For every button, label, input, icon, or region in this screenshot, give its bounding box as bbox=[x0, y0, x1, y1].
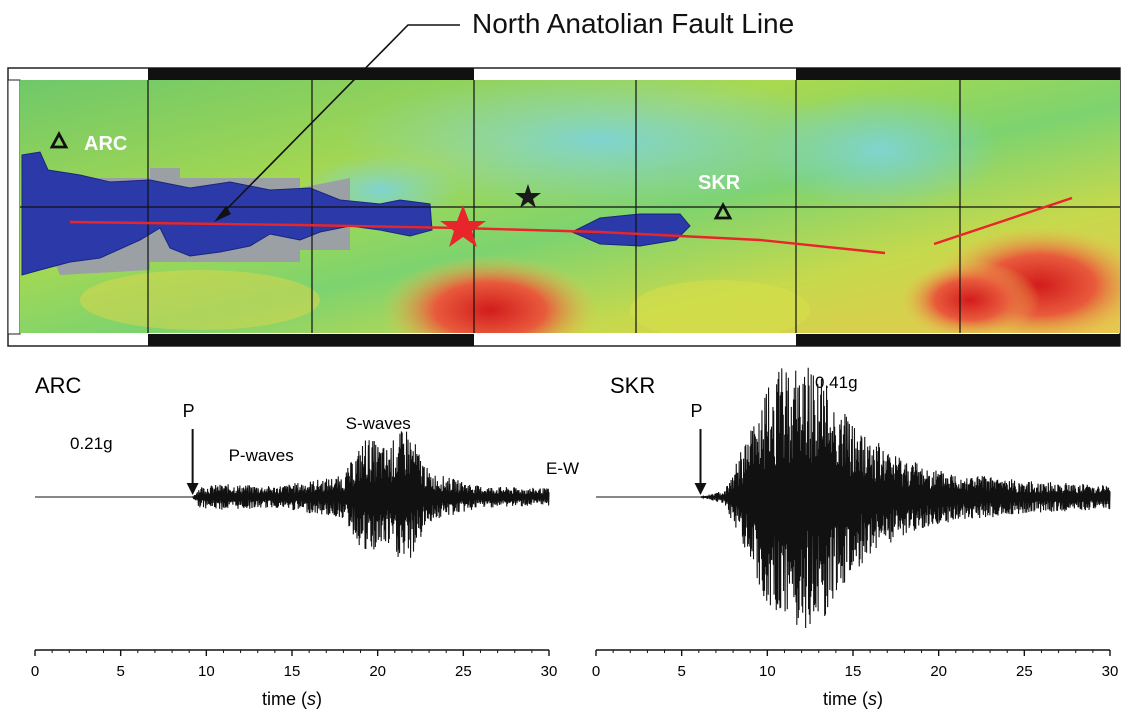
leader-arrowhead-icon bbox=[214, 206, 231, 222]
x-tick-label: 15 bbox=[845, 663, 862, 680]
x-tick-label: 30 bbox=[1102, 663, 1119, 680]
phase-annotation: S-waves bbox=[346, 414, 411, 433]
epicenter-star-icon bbox=[440, 205, 486, 247]
x-tick-label: 0 bbox=[592, 663, 600, 680]
x-tick-label: 25 bbox=[1016, 663, 1033, 680]
station-arc-triangle-icon bbox=[49, 131, 69, 149]
p-arrival-label: P bbox=[183, 401, 195, 421]
station-skr-triangle-icon bbox=[713, 202, 733, 220]
fault-label: North Anatolian Fault Line bbox=[472, 8, 794, 39]
x-tick-label: 15 bbox=[284, 663, 301, 680]
waveform-trace bbox=[596, 367, 1111, 629]
frame-bar-bottom-1 bbox=[148, 334, 474, 346]
p-arrival-label: P bbox=[691, 401, 703, 421]
x-tick-label: 20 bbox=[930, 663, 947, 680]
plot-title: ARC bbox=[35, 373, 82, 398]
fault-line-segment-east bbox=[933, 196, 1073, 246]
x-axis-label: time (s) bbox=[262, 689, 322, 709]
component-label: E-W bbox=[546, 459, 579, 478]
x-axis-label: time (s) bbox=[823, 689, 883, 709]
frame-bar-top-1 bbox=[148, 68, 474, 80]
x-tick-label: 10 bbox=[759, 663, 776, 680]
frame-bar-top-2 bbox=[796, 68, 1120, 80]
fault-line bbox=[69, 220, 886, 255]
aftershock-star-icon bbox=[515, 184, 541, 208]
x-tick-label: 20 bbox=[369, 663, 386, 680]
frame-bar-bottom-2 bbox=[796, 334, 1120, 346]
seismogram-arc: ARC 0.21g E-W 0 5 10 15 20 25 30 time (s) P P-waves S… bbox=[31, 373, 579, 709]
water-body-east bbox=[570, 213, 691, 247]
p-arrival-arrowhead-icon bbox=[186, 483, 199, 495]
x-tick-label: 30 bbox=[541, 663, 558, 680]
terrain-map: ARC SKR North Anatolian Fault Line bbox=[7, 8, 1121, 347]
fault-label-leader bbox=[217, 24, 460, 219]
peak-acceleration-label: 0.41g bbox=[815, 373, 858, 392]
p-arrival-arrowhead-icon bbox=[694, 483, 707, 495]
plot-title: SKR bbox=[610, 373, 655, 398]
x-tick-label: 10 bbox=[198, 663, 215, 680]
station-arc-label: ARC bbox=[84, 133, 127, 155]
peak-acceleration-label: 0.21g bbox=[70, 434, 113, 453]
x-tick-label: 25 bbox=[455, 663, 472, 680]
station-skr-label: SKR bbox=[698, 172, 741, 194]
x-tick-label: 5 bbox=[116, 663, 124, 680]
x-tick-label: 5 bbox=[677, 663, 685, 680]
phase-annotation: P-waves bbox=[229, 446, 294, 465]
seismogram-skr: SKR 0.41g 0 5 10 15 20 25 30 time (s) P bbox=[592, 367, 1119, 709]
waveform-trace bbox=[35, 431, 550, 558]
x-tick-label: 0 bbox=[31, 663, 39, 680]
